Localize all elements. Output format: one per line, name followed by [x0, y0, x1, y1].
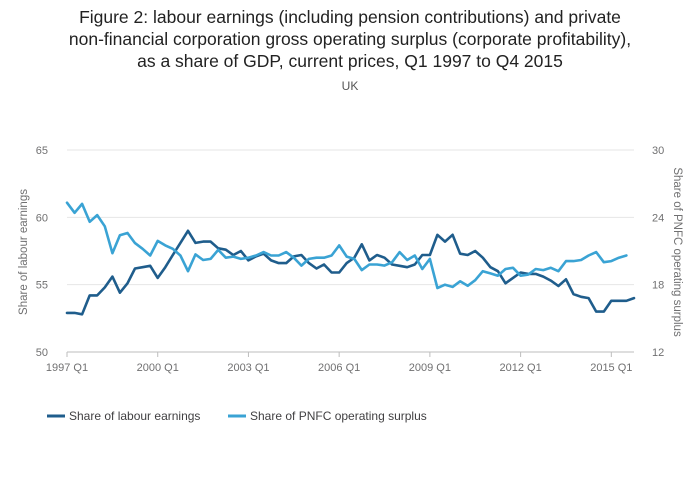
chart-title-line: Figure 2: labour earnings (including pen… — [79, 7, 621, 27]
y-right-tick-label: 18 — [652, 280, 664, 292]
y-right-tick-label: 24 — [652, 212, 664, 224]
x-tick-label: 2015 Q1 — [590, 362, 632, 374]
chart-title-line: as a share of GDP, current prices, Q1 19… — [137, 51, 563, 71]
series-line-labour-earnings[interactable] — [65, 229, 636, 316]
x-tick-label: 2009 Q1 — [409, 362, 451, 374]
y-axis-right-ticks: 12 18 24 30 — [652, 145, 664, 359]
gridlines — [67, 149, 634, 353]
y-left-tick-label: 55 — [36, 280, 48, 292]
y-right-tick-label: 12 — [652, 347, 664, 359]
y-axis-left-ticks: 50 55 60 65 — [36, 145, 48, 359]
legend-label-pnfc: Share of PNFC operating surplus — [250, 409, 427, 423]
x-tick-label: 2003 Q1 — [227, 362, 269, 374]
series-line-pnfc-surplus[interactable] — [65, 201, 628, 290]
legend-item-labour[interactable]: Share of labour earnings — [47, 409, 200, 423]
chart-title: Figure 2: labour earnings (including pen… — [0, 6, 700, 72]
chart-title-line: non-financial corporation gross operatin… — [68, 29, 632, 49]
y-left-tick-label: 65 — [36, 145, 48, 157]
legend-label-labour: Share of labour earnings — [69, 409, 200, 423]
x-tick-label: 2000 Q1 — [137, 362, 179, 374]
x-axis-ticks: 1997 Q1 2000 Q1 2003 Q1 2006 Q1 2009 Q1 2012 … — [46, 352, 632, 374]
y-left-tick-label: 60 — [36, 212, 48, 224]
x-tick-label: 2006 Q1 — [318, 362, 360, 374]
y-axis-right-title: Share of PNFC operating surplus — [671, 167, 683, 337]
legend-item-pnfc[interactable]: Share of PNFC operating surplus — [228, 409, 427, 423]
chart-subtitle: UK — [341, 79, 359, 93]
x-tick-label: 2012 Q1 — [499, 362, 541, 374]
legend: Share of labour earnings Share of PNFC o… — [47, 409, 427, 423]
y-right-tick-label: 30 — [652, 145, 664, 157]
y-axis-left-title: Share of labour earnings — [18, 189, 30, 315]
x-tick-label: 1997 Q1 — [46, 362, 88, 374]
series-lines — [65, 201, 636, 316]
y-left-tick-label: 50 — [36, 347, 48, 359]
